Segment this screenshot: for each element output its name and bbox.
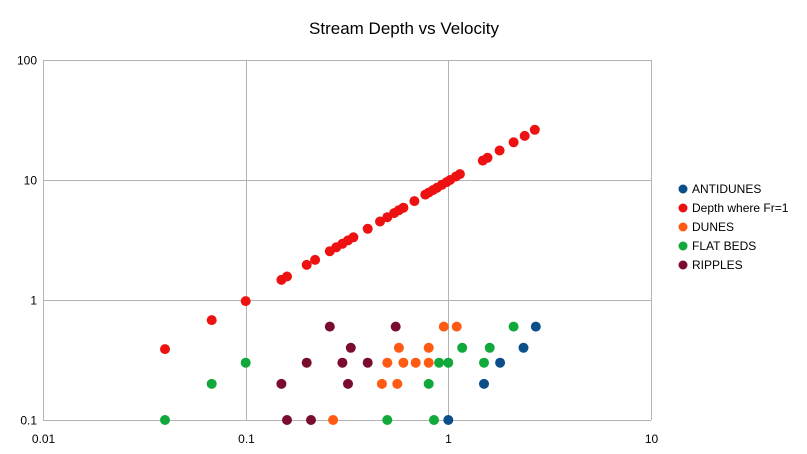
data-point (479, 357, 489, 368)
data-point (434, 357, 445, 368)
legend-label: ANTIDUNES (692, 182, 761, 196)
data-point (454, 169, 465, 180)
data-point (240, 357, 251, 368)
data-point (390, 321, 401, 332)
data-point (392, 378, 403, 389)
data-point (451, 321, 462, 332)
series-group (276, 321, 401, 425)
data-point (443, 415, 454, 425)
data-point (343, 378, 353, 389)
x-tick-label: 0.1 (238, 432, 255, 446)
legend-item: Depth where Fr=1 (678, 201, 789, 215)
data-point (328, 415, 339, 425)
x-tick-label: 0.01 (32, 432, 56, 446)
data-point (376, 378, 387, 389)
data-point (423, 342, 434, 353)
data-point (206, 378, 217, 389)
legend-label: DUNES (692, 220, 734, 234)
axis-tick-labels: 0.01 0.1 1 10 0.1 1 10 100 (17, 54, 659, 447)
series-group (160, 321, 519, 425)
data-point (310, 254, 321, 265)
legend-marker (678, 222, 688, 232)
data-point (410, 357, 421, 368)
data-points (160, 124, 541, 425)
data-point (518, 342, 529, 353)
y-tick-label: 1 (30, 294, 37, 308)
data-point (206, 315, 217, 326)
data-point (324, 321, 335, 332)
data-point (529, 124, 540, 135)
data-point (508, 321, 519, 332)
data-point (398, 357, 409, 368)
data-point (398, 202, 409, 213)
data-point (409, 196, 420, 207)
legend-marker (678, 260, 688, 270)
data-point (423, 378, 434, 389)
data-point (301, 259, 312, 270)
data-point (508, 137, 519, 148)
data-point (482, 152, 493, 163)
legend-marker (678, 241, 688, 251)
legend-item: RIPPLES (678, 258, 743, 272)
data-point (348, 232, 359, 243)
data-point (382, 357, 393, 368)
data-point (519, 130, 530, 141)
data-point (160, 344, 170, 355)
data-point (530, 321, 541, 332)
data-point (282, 271, 292, 282)
legend-label: Depth where Fr=1 (692, 201, 789, 215)
data-point (484, 342, 495, 353)
legend: ANTIDUNES Depth where Fr=1 DUNES FLAT BEDS R… (678, 182, 789, 272)
legend-label: RIPPLES (692, 258, 743, 272)
chart-title: Stream Depth vs Velocity (309, 19, 499, 38)
data-point (282, 415, 292, 425)
data-point (479, 378, 489, 389)
data-point (306, 415, 316, 425)
data-point (345, 342, 356, 353)
data-point (375, 216, 385, 227)
data-point (438, 321, 449, 332)
grid-lines (43, 60, 652, 421)
x-tick-label: 10 (645, 432, 659, 446)
data-point (240, 296, 251, 307)
x-tick-label: 1 (445, 432, 452, 446)
data-point (301, 357, 312, 368)
data-point (276, 378, 287, 389)
data-point (393, 342, 404, 353)
series-group (443, 321, 541, 425)
data-point (457, 342, 468, 353)
data-point (160, 415, 170, 425)
y-tick-label: 10 (24, 174, 38, 188)
series-group (160, 124, 540, 355)
data-point (337, 357, 348, 368)
legend-item: ANTIDUNES (678, 182, 761, 196)
data-point (362, 223, 373, 234)
legend-item: FLAT BEDS (678, 239, 756, 253)
legend-label: FLAT BEDS (692, 239, 756, 253)
data-point (443, 357, 454, 368)
y-tick-label: 0.1 (20, 414, 37, 428)
legend-item: DUNES (678, 220, 734, 234)
legend-marker (678, 184, 688, 194)
data-point (495, 357, 506, 368)
data-point (429, 415, 439, 425)
series-group (328, 321, 462, 425)
data-point (494, 145, 505, 156)
data-point (423, 357, 434, 368)
legend-marker (678, 203, 688, 213)
data-point (362, 357, 373, 368)
data-point (382, 415, 393, 425)
y-tick-label: 100 (17, 54, 37, 68)
